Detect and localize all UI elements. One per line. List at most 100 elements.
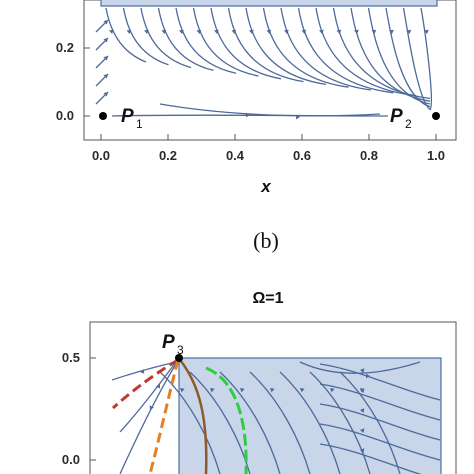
stream-arrow: [360, 388, 365, 393]
trajectory-orange: [148, 359, 180, 474]
stream-arrow: [179, 29, 184, 34]
bottom-streamlines: [111, 361, 441, 474]
stream-line: [105, 7, 147, 63]
stream-arrow: [180, 388, 185, 393]
top-xtick-marks: [100, 134, 437, 140]
stream-arrow: [144, 29, 149, 34]
stream-line: [385, 7, 431, 108]
stream-arrow: [330, 388, 335, 393]
stream-line: [279, 371, 341, 474]
stream-arrow: [140, 369, 145, 374]
top-plot-frame: [83, 0, 457, 141]
stream-line: [319, 363, 441, 401]
stream-arrow: [284, 29, 289, 34]
critical-point-p1: [99, 112, 107, 120]
trajectory-green: [205, 366, 248, 474]
critical-point-p1-sub: 1: [136, 117, 143, 131]
stream-arrow: [231, 29, 237, 34]
stream-line: [159, 371, 221, 474]
stream-line: [111, 361, 177, 381]
stream-arrow: [240, 388, 245, 393]
top-xtick-label: 1.0: [427, 148, 445, 163]
stream-arrow: [371, 29, 377, 34]
bottom-shaded-region: [178, 357, 442, 474]
stream-line: [420, 7, 433, 111]
top-xtick-label: 0.4: [226, 148, 245, 163]
stream-arrow: [360, 448, 365, 453]
stream-arrow: [103, 92, 108, 97]
stream-arrow: [406, 29, 412, 34]
panel-label: (b): [253, 228, 279, 253]
top-xtick-label: 0.6: [293, 148, 311, 163]
top-x-axis-label: x: [260, 177, 272, 196]
top-xtick-label: 0.2: [159, 148, 177, 163]
stream-arrow: [300, 388, 305, 393]
stream-arrow: [214, 29, 219, 34]
stream-arrow: [126, 29, 132, 34]
stream-arrow: [360, 368, 365, 373]
stream-line: [249, 371, 311, 474]
stream-line: [219, 371, 281, 474]
stream-line: [227, 7, 304, 83]
critical-point-p2: [432, 112, 440, 120]
top-xtick-label: 0.0: [92, 148, 110, 163]
top-plot: 0.2 0.0 0.0 0.2 0.4 0.6 0.8 1.0 P 1 P 2 …: [56, 0, 457, 196]
stream-arrow: [161, 29, 167, 34]
stream-arrow: [149, 405, 154, 410]
stream-line: [280, 7, 372, 91]
stream-line: [122, 7, 169, 66]
critical-point-p2-label: P: [390, 106, 403, 127]
stream-arrow: [196, 29, 202, 34]
stream-line: [262, 7, 349, 88]
stream-line: [350, 7, 431, 102]
stream-line: [157, 7, 214, 72]
stream-arrow: [354, 29, 359, 34]
top-xticks: 0.0 0.2 0.4 0.6 0.8 1.0: [92, 148, 445, 163]
stream-arrow: [360, 408, 365, 413]
stream-arrow: [109, 29, 114, 34]
stream-arrow: [319, 29, 324, 34]
critical-point-p2-sub: 2: [405, 117, 412, 131]
stream-line: [297, 7, 394, 94]
stream-line: [175, 7, 237, 74]
stream-arrow: [210, 388, 215, 393]
bottom-plot: Ω=1 0.5 0.0 P 3: [62, 290, 457, 474]
stream-arrow: [249, 29, 254, 34]
critical-point-p3-label: P: [162, 332, 175, 353]
stream-line: [319, 403, 441, 441]
trajectory-red: [111, 358, 179, 410]
stream-line: [119, 361, 177, 433]
stream-line: [119, 363, 177, 474]
stream-arrow: [103, 74, 108, 79]
stream-arrow: [366, 373, 370, 379]
stream-arrow: [301, 29, 307, 34]
bottom-plot-title: Ω=1: [252, 290, 283, 307]
stream-arrow: [266, 29, 272, 34]
stream-arrow: [246, 112, 250, 118]
stream-line: [315, 7, 417, 97]
stream-line: [299, 361, 421, 374]
bottom-plot-frame: [89, 321, 457, 474]
top-streamlines: [95, 7, 433, 120]
stream-line: [111, 114, 389, 117]
stream-line: [309, 371, 371, 474]
stream-line: [367, 7, 431, 105]
trajectory-brown: [179, 359, 208, 474]
stream-arrow: [360, 428, 365, 433]
stream-line: [159, 103, 381, 117]
stream-line: [402, 7, 431, 111]
stream-arrow: [296, 114, 300, 120]
bottom-ytick-label: 0.0: [62, 452, 80, 467]
stream-arrow: [270, 388, 275, 393]
stream-line: [210, 7, 282, 80]
stream-line: [140, 7, 192, 69]
stream-arrow: [103, 20, 108, 25]
top-ytick-label: 0.0: [56, 108, 74, 123]
top-xtick-label: 0.8: [360, 148, 378, 163]
critical-point-p3: [175, 354, 183, 362]
stream-line: [192, 7, 259, 77]
stream-line: [319, 443, 422, 474]
stream-arrow: [424, 29, 429, 34]
critical-point-p3-sub: 3: [177, 343, 184, 357]
